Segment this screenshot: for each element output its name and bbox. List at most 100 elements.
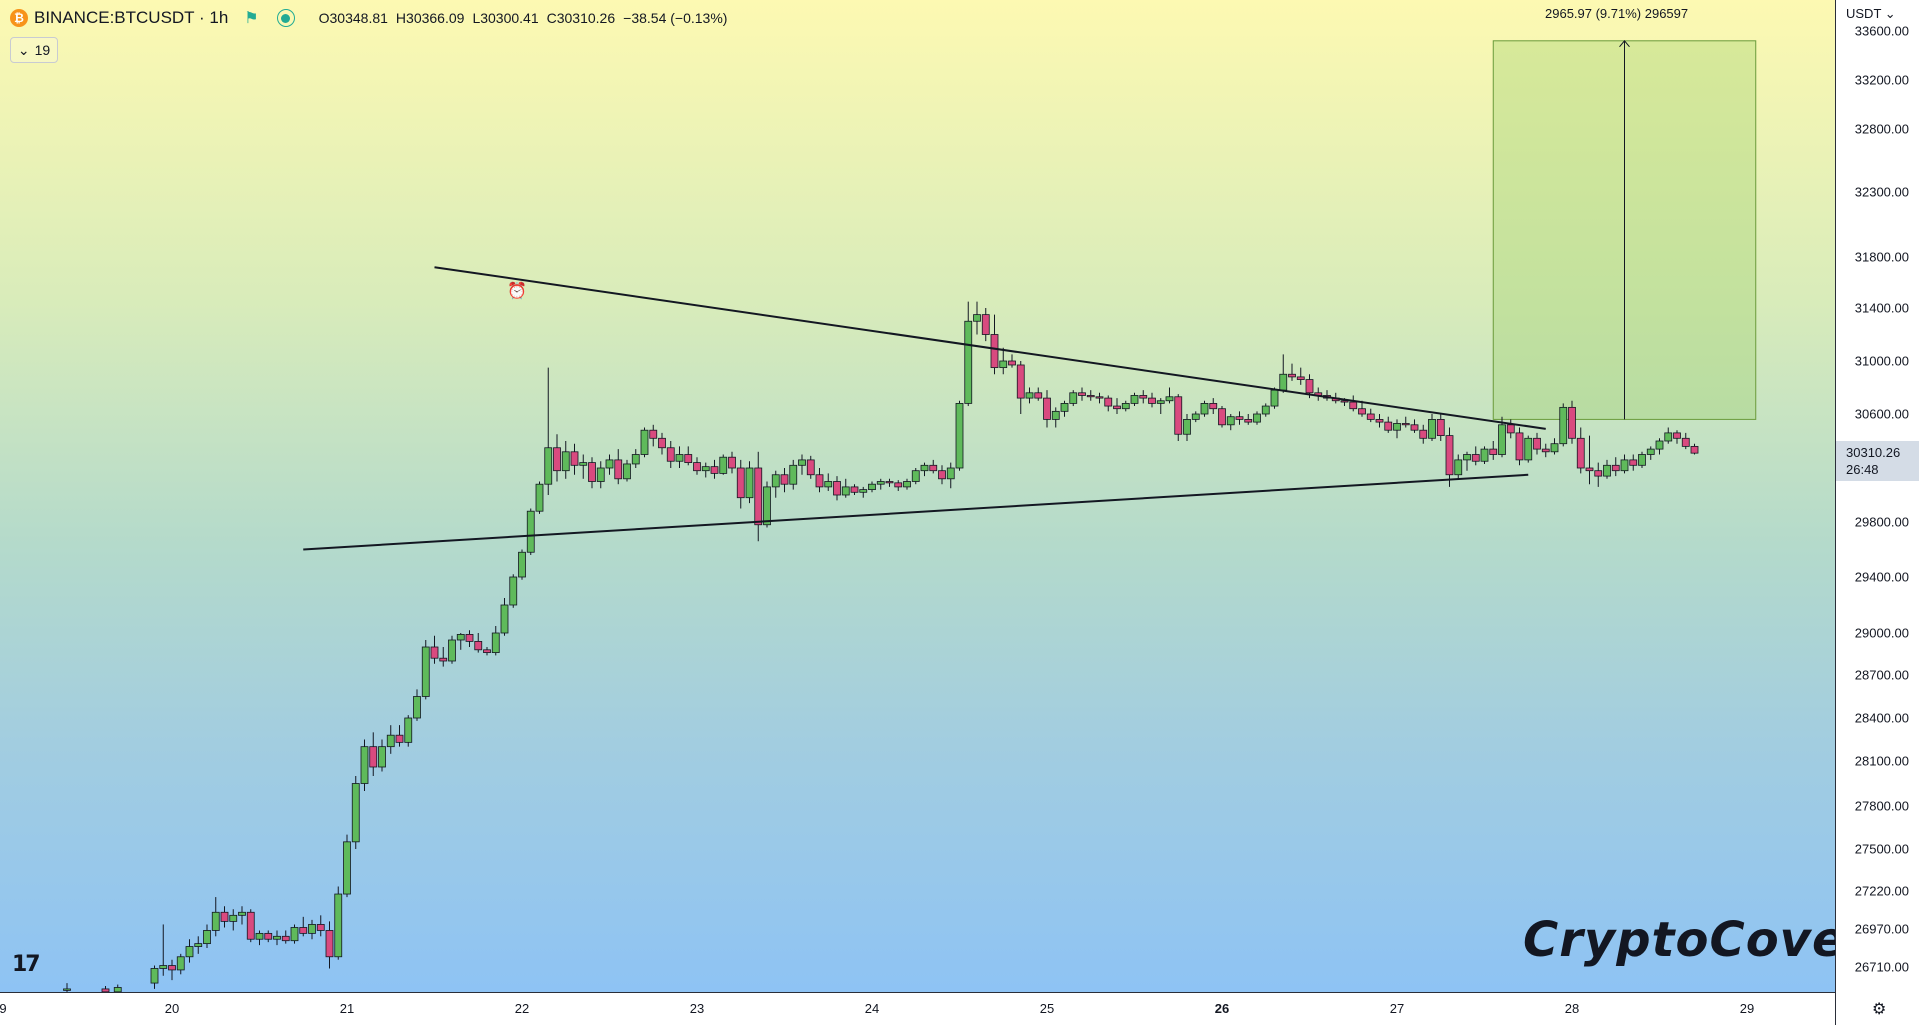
candle-body [395, 734, 404, 743]
time-tick: 23 [689, 1001, 705, 1016]
candle-down [570, 443, 579, 475]
time-tick: 25 [1039, 1001, 1055, 1016]
candle-up [386, 725, 395, 754]
candle-body [666, 447, 675, 462]
candle-down [1541, 443, 1550, 458]
candle-body [465, 634, 474, 642]
candle-down [754, 451, 763, 542]
candle-body [1043, 397, 1051, 420]
high-value: H30366.09 [395, 10, 465, 26]
price-axis[interactable]: USDT ⌄ 33600.00 33200.00 32800.00 32300.00 3… [1835, 0, 1919, 1025]
candle-body [483, 649, 491, 653]
price-chart[interactable] [0, 0, 1835, 992]
candle-down [316, 915, 325, 937]
candle-down [1690, 443, 1699, 455]
candle-body [1156, 400, 1165, 404]
chart-area[interactable]: ₿ BINANCE:BTCUSDT · 1h ⚑ O30348.81 H3036… [0, 0, 1835, 992]
tradingview-logo-icon[interactable]: 17 [12, 952, 41, 977]
candle-body [929, 464, 938, 472]
candle-up [150, 965, 159, 989]
time-axis[interactable]: 9 20 21 22 23 24 25 26 27 28 29 [0, 992, 1835, 1025]
bitcoin-icon: ₿ [10, 9, 28, 27]
candle-down [684, 446, 693, 466]
candle-body [1419, 429, 1428, 439]
candle-body [605, 459, 614, 469]
candle-body [955, 402, 964, 469]
candle-up [1655, 438, 1664, 455]
candle-up [719, 454, 728, 475]
candle-down [1235, 411, 1244, 425]
candle-body [894, 482, 903, 488]
time-tick: 24 [864, 1001, 880, 1016]
candle-body [299, 927, 308, 934]
candle-down [1296, 367, 1305, 385]
candle-up [308, 919, 316, 940]
candle-body [290, 927, 299, 942]
candle-body [1139, 395, 1148, 399]
candle-body [500, 604, 509, 634]
candle-body [1506, 424, 1515, 434]
candle-up [360, 739, 369, 791]
candle-up [859, 486, 868, 498]
time-tick: 26 [1214, 1001, 1230, 1016]
candle-up [701, 462, 710, 478]
candle-down [1585, 435, 1594, 485]
candle-body [1008, 360, 1016, 366]
candle-body [701, 466, 710, 472]
price-tick: 33600.00 [1854, 23, 1909, 39]
candle-body [833, 481, 841, 496]
currency-selector[interactable]: USDT ⌄ [1846, 6, 1896, 21]
candle-body [211, 911, 220, 931]
candle-body [220, 911, 229, 922]
status-icon[interactable] [276, 9, 295, 27]
candle-up [798, 454, 806, 475]
candle-body [491, 632, 500, 654]
price-tick: 32300.00 [1854, 184, 1909, 200]
candle-down [1139, 390, 1148, 404]
candle-down [1244, 414, 1253, 425]
candle-up [841, 478, 850, 498]
last-price: 30310.26 [1846, 445, 1901, 461]
candle-body [1366, 413, 1375, 420]
candle-body [369, 746, 378, 768]
indicators-toggle-button[interactable]: ⌄ 19 [10, 37, 58, 63]
candle-down [1113, 398, 1121, 414]
candle-body [456, 634, 465, 641]
candle-down [736, 459, 745, 509]
candle-up [526, 508, 535, 555]
candle-body [1165, 396, 1174, 402]
candle-up [999, 347, 1008, 375]
candle-body [1244, 418, 1253, 423]
chevron-down-icon: ⌄ [17, 41, 30, 58]
candle-body [824, 481, 833, 488]
price-tick: 26710.00 [1854, 959, 1909, 975]
alarm-icon[interactable]: ⏰ [507, 283, 527, 300]
candle-body [360, 746, 369, 784]
candle-body [1069, 392, 1078, 404]
last-price-badge: 30310.26 26:48 [1836, 441, 1919, 482]
symbol-label[interactable]: BINANCE:BTCUSDT · 1h [34, 8, 229, 27]
candle-body [535, 483, 544, 512]
price-tick: 28100.00 [1854, 753, 1909, 769]
candle-body [1349, 401, 1358, 410]
gear-icon[interactable]: ⚙ [1872, 1001, 1887, 1018]
candle-body [1524, 437, 1533, 461]
candle-down [1288, 363, 1296, 381]
candle-body [1218, 408, 1226, 426]
candle-up [1130, 392, 1139, 407]
candle-body [246, 911, 255, 940]
candle-body [1034, 392, 1043, 399]
candle-body [1270, 389, 1279, 407]
candle-down [1471, 446, 1480, 466]
candle-up [211, 897, 220, 937]
flag-icon[interactable]: ⚑ [244, 10, 259, 27]
candle-down [780, 468, 789, 493]
candle-up [194, 936, 203, 954]
candle-up [159, 924, 168, 976]
price-tick: 29400.00 [1854, 569, 1909, 585]
candle-up [763, 481, 771, 528]
candle-body [868, 483, 876, 491]
lower-trendline [303, 473, 1529, 551]
candle-up [631, 449, 640, 468]
candle-up [1253, 411, 1261, 425]
